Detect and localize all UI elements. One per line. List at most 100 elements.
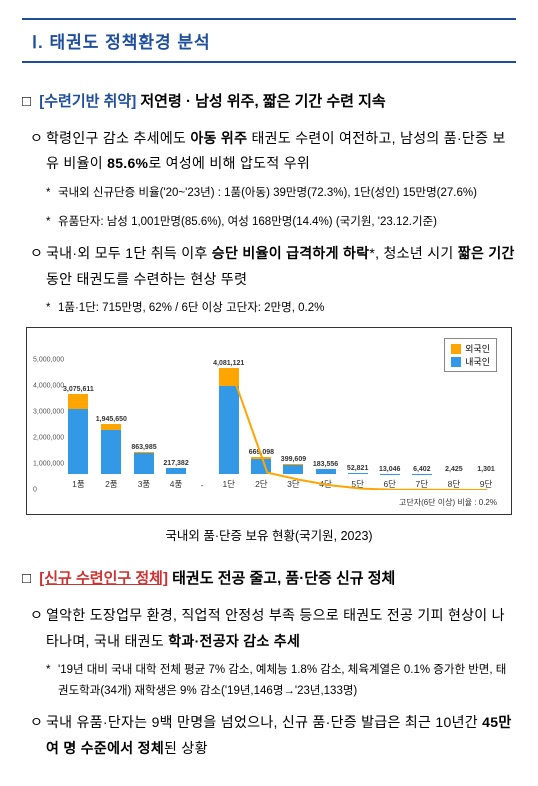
text-fragment: 짧은 기간 <box>458 245 515 261</box>
bar-label: 9단 <box>480 478 493 490</box>
bar-group: 1,301 9단 <box>471 466 501 490</box>
bar-group: 3,075,611 1품 <box>63 386 94 490</box>
y-tick: 0 <box>33 487 37 494</box>
bar-group: 183,556 4단 <box>311 461 341 490</box>
text-fragment: 로 여성에 비해 압도적 우위 <box>148 155 310 171</box>
chart-box: 외국인내국인 01,000,0002,000,0003,000,0004,000… <box>26 327 512 515</box>
bar-group: 863,985 3품 <box>129 444 159 490</box>
bar-stack <box>101 424 121 475</box>
bar-label: 2품 <box>105 478 118 490</box>
chart-bars: 3,075,611 1품 1,945,650 2품 863,985 3품 217,3824품… <box>63 360 501 490</box>
bar-stack <box>166 468 186 474</box>
bar-group: 1,945,650 2품 <box>96 416 127 491</box>
y-tick: 2,000,000 <box>33 435 64 442</box>
text-fragment: 학령인구 감소 추세에도 <box>46 130 190 146</box>
bar-group: 4,081,121 1단 <box>213 360 244 490</box>
bar-stack <box>283 464 303 474</box>
bar-value: 3,075,611 <box>63 386 94 393</box>
bullet-main: 열악한 도장업무 환경, 직업적 안정성 부족 등으로 태권도 전공 기피 현상… <box>30 603 516 655</box>
bar-group: 52,821 5단 <box>343 465 373 490</box>
section1-body: 학령인구 감소 추세에도 아동 위주 태권도 수련이 여전하고, 남성의 품·단… <box>22 126 516 320</box>
bar-value: 1,301 <box>477 466 495 473</box>
text-fragment: 승단 비율이 급격하게 하락 <box>212 245 370 261</box>
bar-value: 4,081,121 <box>213 360 244 367</box>
text-fragment: 국내 유품·단자는 9백 만명을 넘었으나, 신규 품·단증 발급은 최근 10… <box>46 714 482 730</box>
section1-title-rest: 저연령 · 남성 위주, 짧은 기간 수련 지속 <box>136 93 386 110</box>
bullet-sub: 국내외 신규단증 비율('20~'23년) : 1품(아동) 39만명(72.3… <box>46 183 516 204</box>
section1-bracket: [수련기반 취약] <box>39 93 136 110</box>
bar-label: 5단 <box>351 478 364 490</box>
text-fragment: *, 청소년 시기 <box>369 245 457 261</box>
bar-segment-domestic <box>219 386 239 474</box>
y-tick: 5,000,000 <box>33 357 64 364</box>
bar-segment-domestic <box>101 430 121 474</box>
bar-label: 6단 <box>383 478 396 490</box>
text-fragment: 동안 태권도를 수련하는 현상 뚜렷 <box>46 271 247 287</box>
bar-stack <box>316 469 336 474</box>
text-fragment: 아동 위주 <box>190 130 247 146</box>
bullet-sub: 유품단자: 남성 1,001만명(85.6%), 여성 168만명(14.4%)… <box>46 212 516 233</box>
bar-value: 2,425 <box>445 466 463 473</box>
text-fragment: 학과·전공자 감소 추세 <box>168 633 300 649</box>
bar-segment-domestic <box>316 469 336 474</box>
bar-segment-domestic <box>68 409 88 474</box>
text-fragment: 된 상황 <box>164 740 208 756</box>
section2-body: 열악한 도장업무 환경, 직업적 안정성 부족 등으로 태권도 전공 기피 현상… <box>22 603 516 762</box>
bar-label: - <box>201 480 204 490</box>
chart-bottom-note: 고단자(6단 이상) 비율 : 0.2% <box>399 497 497 508</box>
bar-label: 3단 <box>287 478 300 490</box>
bullet-sub: '19년 대비 국내 대학 전체 평균 7% 감소, 예체능 1.8% 감소, … <box>46 660 516 701</box>
y-tick: 3,000,000 <box>33 409 64 416</box>
bar-value: 1,945,650 <box>96 416 127 423</box>
bar-stack <box>134 452 154 474</box>
section2-bracket: [신규 수련인구 정체] <box>39 570 168 587</box>
bar-group: 669,098 2단 <box>246 449 276 490</box>
bullet-main: 학령인구 감소 추세에도 아동 위주 태권도 수련이 여전하고, 남성의 품·단… <box>30 126 516 178</box>
legend-label: 외국인 <box>465 342 490 355</box>
bullet-main: 국내·외 모두 1단 취득 이후 승단 비율이 급격하게 하락*, 청소년 시기… <box>30 241 516 293</box>
y-tick: 1,000,000 <box>33 461 64 468</box>
bar-segment-foreign <box>68 394 88 409</box>
bar-stack <box>348 473 368 474</box>
bar-group: 13,046 6단 <box>375 466 405 490</box>
section2-title-rest: 태권도 전공 줄고, 품·단증 신규 정체 <box>168 570 395 587</box>
bar-value: 52,821 <box>347 465 368 472</box>
bar-value: 183,556 <box>313 461 338 468</box>
bar-label: 7단 <box>416 478 429 490</box>
page-title: Ⅰ. 태권도 정책환경 분석 <box>32 28 506 53</box>
bullet-box: □ <box>22 91 31 114</box>
bullet-box: □ <box>22 568 31 591</box>
bar-label: 1품 <box>72 478 85 490</box>
chart-area: 외국인내국인 01,000,0002,000,0003,000,0004,000… <box>33 338 505 508</box>
bar-value: 669,098 <box>249 449 274 456</box>
bar-value: 217,382 <box>163 460 188 467</box>
bar-label: 4단 <box>319 478 332 490</box>
text-fragment: 국내·외 모두 1단 취득 이후 <box>46 245 212 261</box>
bar-group: 2,425 8단 <box>439 466 469 490</box>
text-fragment: 85.6% <box>107 155 148 171</box>
bar-label: 1단 <box>222 478 235 490</box>
bar-stack <box>219 368 239 474</box>
bar-value: 6,402 <box>413 466 431 473</box>
bar-stack <box>251 457 271 474</box>
bar-group: 217,3824품 <box>161 460 191 490</box>
bar-label: 8단 <box>448 478 461 490</box>
bar-segment-foreign <box>219 368 239 386</box>
bar-segment-domestic <box>283 465 303 474</box>
bar-label: 3품 <box>138 478 151 490</box>
legend-item: 외국인 <box>451 342 490 355</box>
chart-caption: 국내외 품·단증 보유 현황(국기원, 2023) <box>22 525 516 544</box>
bar-value: 13,046 <box>379 466 400 473</box>
bullet-main: 국내 유품·단자는 9백 만명을 넘었으나, 신규 품·단증 발급은 최근 10… <box>30 710 516 762</box>
legend-swatch <box>451 344 461 354</box>
page-header: Ⅰ. 태권도 정책환경 분석 <box>22 18 516 63</box>
bullet-sub: 1품·1단: 715만명, 62% / 6단 이상 고단자: 2만명, 0.2% <box>46 298 516 319</box>
bar-segment-domestic <box>134 453 154 474</box>
bar-spacer: - <box>193 476 211 490</box>
bar-stack <box>68 394 88 474</box>
bar-label: 2단 <box>255 478 268 490</box>
bar-value: 863,985 <box>131 444 156 451</box>
bar-segment-domestic <box>251 459 271 475</box>
bar-segment-domestic <box>166 468 186 474</box>
bar-group: 399,6093단 <box>278 456 308 490</box>
